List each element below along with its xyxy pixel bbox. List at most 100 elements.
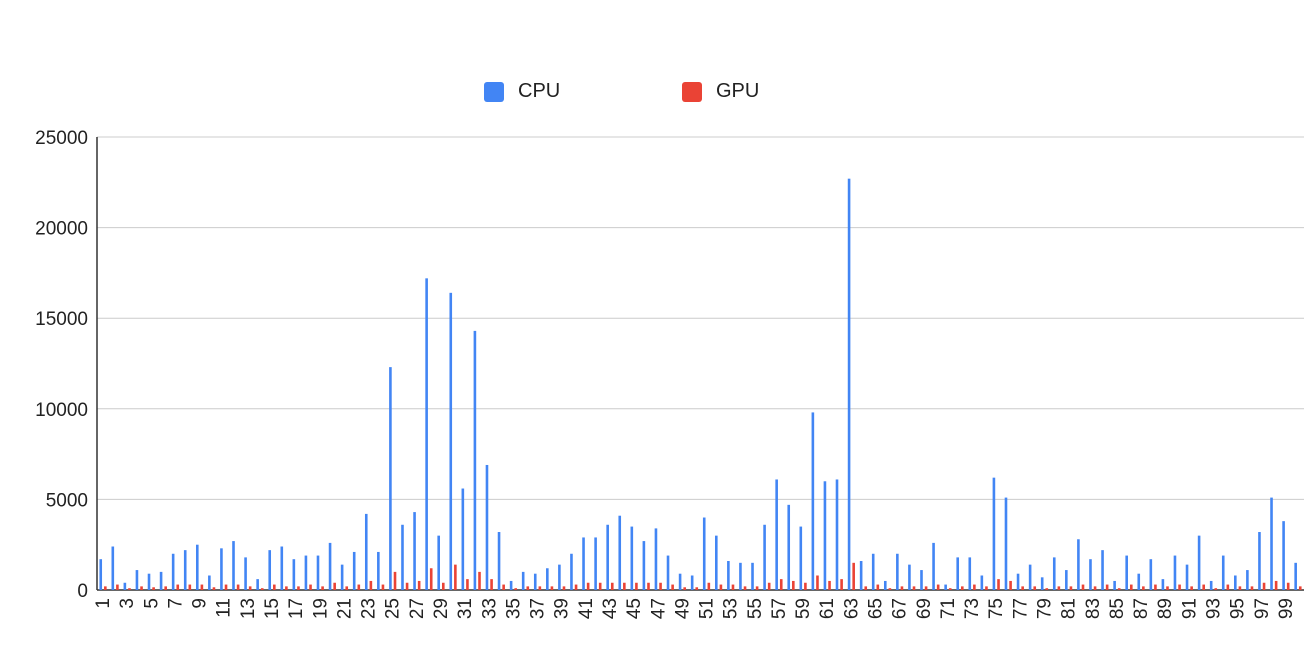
bar-gpu-43[interactable] — [610, 582, 614, 590]
bar-cpu-40[interactable] — [570, 553, 573, 590]
bar-gpu-87[interactable] — [1142, 586, 1145, 590]
bar-gpu-47[interactable] — [659, 582, 662, 590]
bar-gpu-11[interactable] — [224, 584, 228, 590]
bar-cpu-73[interactable] — [968, 557, 972, 590]
bar-gpu-95[interactable] — [1238, 586, 1242, 590]
bar-gpu-73[interactable] — [973, 584, 976, 590]
bar-gpu-94[interactable] — [1226, 584, 1230, 590]
bar-gpu-18[interactable] — [309, 584, 312, 590]
bar-cpu-2[interactable] — [111, 546, 115, 590]
bar-gpu-77[interactable] — [1021, 586, 1024, 590]
bar-gpu-53[interactable] — [731, 584, 735, 590]
bar-gpu-24[interactable] — [381, 584, 385, 590]
bar-gpu-74[interactable] — [985, 586, 988, 590]
bar-cpu-19[interactable] — [316, 555, 320, 590]
bar-cpu-74[interactable] — [980, 575, 984, 590]
legend-item-gpu[interactable]: GPU — [682, 80, 759, 103]
bar-cpu-23[interactable] — [364, 513, 368, 590]
bar-gpu-81[interactable] — [1069, 586, 1073, 590]
bar-gpu-3[interactable] — [128, 588, 131, 590]
bar-cpu-16[interactable] — [280, 546, 284, 590]
bar-cpu-49[interactable] — [678, 573, 682, 590]
bar-gpu-51[interactable] — [707, 582, 711, 590]
bar-cpu-5[interactable] — [147, 573, 151, 590]
bar-cpu-39[interactable] — [558, 564, 561, 590]
bar-gpu-60[interactable] — [816, 575, 819, 590]
bar-gpu-84[interactable] — [1105, 584, 1109, 590]
bar-gpu-59[interactable] — [804, 582, 807, 590]
bar-gpu-99[interactable] — [1286, 582, 1290, 590]
bar-gpu-48[interactable] — [671, 584, 674, 590]
bar-gpu-30[interactable] — [454, 564, 457, 590]
bar-cpu-43[interactable] — [606, 524, 609, 590]
bar-gpu-39[interactable] — [562, 586, 566, 590]
bar-gpu-17[interactable] — [297, 586, 300, 590]
bar-cpu-94[interactable] — [1221, 555, 1225, 590]
bar-cpu-95[interactable] — [1234, 575, 1237, 590]
bar-gpu-91[interactable] — [1190, 586, 1193, 590]
bar-gpu-57[interactable] — [779, 579, 783, 590]
bar-gpu-79[interactable] — [1045, 588, 1049, 590]
bar-cpu-55[interactable] — [751, 562, 754, 590]
bar-cpu-29[interactable] — [437, 535, 440, 590]
bar-cpu-28[interactable] — [425, 278, 428, 590]
bar-cpu-11[interactable] — [220, 548, 223, 590]
bar-cpu-77[interactable] — [1016, 573, 1020, 590]
bar-gpu-26[interactable] — [405, 582, 409, 590]
bar-cpu-15[interactable] — [268, 550, 272, 590]
bar-cpu-56[interactable] — [763, 524, 766, 590]
bar-gpu-92[interactable] — [1202, 584, 1206, 590]
bar-cpu-22[interactable] — [352, 551, 356, 590]
bar-gpu-23[interactable] — [369, 580, 373, 590]
bar-gpu-96[interactable] — [1250, 586, 1254, 590]
bar-gpu-49[interactable] — [683, 587, 686, 590]
bar-gpu-10[interactable] — [212, 587, 216, 590]
bar-gpu-41[interactable] — [586, 582, 590, 590]
bar-cpu-65[interactable] — [871, 553, 875, 590]
bar-gpu-100[interactable] — [1298, 586, 1302, 590]
bar-gpu-32[interactable] — [478, 571, 481, 590]
bar-cpu-60[interactable] — [811, 412, 815, 590]
bar-cpu-88[interactable] — [1149, 559, 1153, 590]
bar-cpu-7[interactable] — [171, 553, 175, 590]
bar-gpu-44[interactable] — [623, 582, 626, 590]
bar-gpu-62[interactable] — [840, 579, 843, 590]
bar-cpu-91[interactable] — [1185, 564, 1189, 590]
bar-cpu-6[interactable] — [159, 571, 163, 590]
bar-gpu-29[interactable] — [441, 582, 445, 590]
bar-gpu-65[interactable] — [876, 584, 880, 590]
bar-gpu-50[interactable] — [695, 587, 699, 590]
bar-gpu-93[interactable] — [1214, 588, 1218, 590]
bar-gpu-52[interactable] — [719, 584, 723, 590]
bar-gpu-42[interactable] — [598, 582, 602, 590]
bar-gpu-90[interactable] — [1178, 584, 1181, 590]
bar-gpu-33[interactable] — [490, 579, 493, 590]
bar-gpu-5[interactable] — [152, 587, 155, 590]
bar-cpu-27[interactable] — [413, 512, 416, 590]
bar-cpu-35[interactable] — [509, 580, 513, 590]
bar-cpu-81[interactable] — [1065, 570, 1068, 590]
bar-cpu-9[interactable] — [195, 544, 199, 590]
bar-gpu-4[interactable] — [140, 586, 143, 590]
bar-gpu-25[interactable] — [393, 571, 397, 590]
bar-gpu-12[interactable] — [236, 584, 240, 590]
bar-cpu-34[interactable] — [497, 532, 501, 590]
bar-cpu-82[interactable] — [1077, 539, 1080, 590]
bar-gpu-36[interactable] — [526, 586, 530, 590]
bar-cpu-80[interactable] — [1052, 557, 1056, 590]
bar-cpu-72[interactable] — [956, 557, 960, 590]
bar-gpu-19[interactable] — [321, 586, 324, 590]
bar-gpu-45[interactable] — [635, 582, 638, 590]
bar-gpu-2[interactable] — [116, 584, 119, 590]
bar-cpu-42[interactable] — [594, 537, 597, 590]
bar-gpu-71[interactable] — [948, 588, 952, 590]
bar-cpu-67[interactable] — [896, 553, 899, 590]
bar-cpu-59[interactable] — [799, 526, 803, 590]
bar-cpu-8[interactable] — [183, 550, 187, 590]
bar-gpu-70[interactable] — [936, 584, 940, 590]
bar-cpu-17[interactable] — [292, 559, 296, 590]
bar-cpu-50[interactable] — [690, 575, 694, 590]
bar-cpu-53[interactable] — [727, 561, 730, 590]
bar-gpu-86[interactable] — [1129, 584, 1133, 590]
bar-gpu-54[interactable] — [743, 586, 747, 590]
